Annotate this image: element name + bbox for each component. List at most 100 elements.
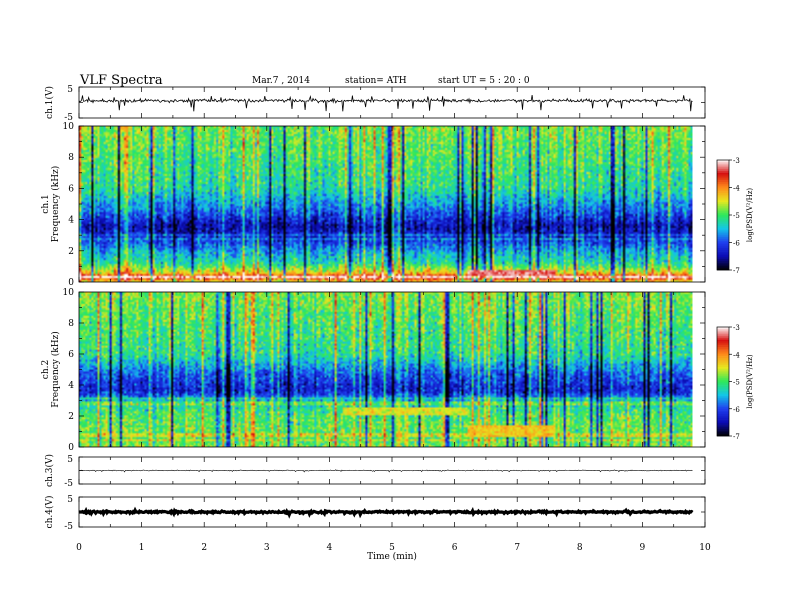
y-axis-label: ch.2Frequency (kHz)	[41, 331, 61, 408]
y-tick-label: 5	[67, 85, 73, 95]
colorbar-swatch	[717, 386, 729, 390]
colorbar-swatch	[717, 196, 729, 199]
colorbar-swatch	[717, 361, 729, 364]
colorbar-swatch	[717, 434, 729, 437]
colorbar-swatch	[717, 425, 729, 428]
ch2-spectrogram-image	[79, 292, 693, 447]
colorbar-swatch	[717, 339, 729, 342]
colorbar-swatch	[717, 381, 729, 384]
colorbar-swatch	[717, 259, 729, 262]
ch1-waveform-trace	[78, 94, 693, 112]
colorbar-swatch	[717, 366, 729, 370]
colorbar-swatch	[717, 171, 729, 174]
colorbar-swatch	[717, 392, 729, 395]
y-tick-label: 5	[67, 455, 73, 465]
colorbar-swatch	[717, 257, 729, 260]
colorbar-swatch	[717, 215, 729, 218]
colorbar-swatch	[717, 237, 729, 240]
colorbar-swatch	[717, 399, 729, 402]
y-tick-label: 0	[68, 443, 74, 453]
colorbar-swatch	[717, 251, 729, 254]
colorbar-swatch	[717, 160, 729, 163]
colorbar-swatch	[717, 242, 729, 245]
colorbar-swatch	[717, 408, 729, 411]
colorbar-swatch	[717, 337, 729, 341]
colorbar-swatch	[717, 332, 729, 335]
y-tick-label: 8	[68, 153, 74, 163]
colorbar-swatch	[717, 428, 729, 431]
date-label: Mar.7 , 2014	[252, 76, 310, 86]
colorbar-swatch	[717, 356, 729, 359]
colorbar-swatch	[717, 412, 729, 415]
colorbar-swatch	[717, 165, 729, 168]
colorbar-swatch	[717, 202, 729, 205]
colorbar-swatch	[717, 370, 729, 373]
y-tick-label: 8	[68, 319, 74, 329]
colorbar-swatch	[717, 346, 729, 350]
colorbar-swatch	[717, 233, 729, 236]
colorbar-swatch	[717, 209, 729, 212]
colorbar-swatch	[717, 359, 729, 362]
x-tick-label: 4	[327, 543, 333, 553]
colorbar-swatch	[717, 421, 729, 424]
colorbar-swatch	[717, 178, 729, 181]
colorbar-tick-label: -4	[733, 185, 740, 193]
colorbar-swatch	[717, 187, 729, 190]
colorbar-label: log(PSD(V²/Hz)	[746, 354, 754, 409]
colorbar-swatch	[717, 334, 729, 337]
colorbar-swatch	[717, 365, 729, 368]
colorbar-swatch	[717, 264, 729, 267]
colorbar-swatch	[717, 328, 729, 331]
x-axis-label: Time (min)	[367, 551, 417, 562]
colorbar-swatch	[717, 249, 729, 252]
colorbar-tick-label: -7	[733, 267, 740, 275]
colorbar-swatch	[717, 417, 729, 420]
colorbar-swatch	[717, 419, 729, 422]
y-axis-label: ch.1(V)	[44, 86, 55, 119]
colorbar-swatch	[717, 176, 729, 179]
colorbar-swatch	[717, 345, 729, 348]
colorbar-swatch	[717, 410, 729, 413]
x-tick-label: 9	[640, 543, 646, 553]
colorbar-swatch	[717, 216, 729, 219]
colorbar-swatch	[717, 414, 729, 417]
colorbar-swatch	[717, 376, 729, 379]
colorbar-swatch	[717, 260, 729, 263]
colorbar-swatch	[717, 189, 729, 192]
y-tick-label: 2	[68, 247, 74, 257]
colorbar-swatch	[717, 185, 729, 188]
colorbar-swatch	[717, 207, 729, 210]
colorbar-swatch	[717, 390, 729, 393]
waveform-layer	[78, 94, 694, 519]
ch1-spectrogram-image	[79, 126, 693, 282]
colorbar-swatch	[717, 163, 729, 166]
colorbar-swatch	[717, 354, 729, 357]
colorbar-swatch	[717, 182, 729, 185]
colorbar-tick-label: -7	[733, 433, 740, 441]
colorbar-swatch	[717, 200, 729, 203]
colorbar-swatch	[717, 174, 729, 177]
colorbar-swatch	[717, 222, 729, 225]
colorbar-tick-label: -6	[733, 406, 740, 414]
colorbar-swatch	[717, 161, 729, 164]
colorbar-swatch	[717, 432, 729, 435]
colorbar-swatch	[717, 205, 729, 208]
colorbar-swatch	[717, 394, 729, 397]
x-tick-label: 10	[699, 543, 711, 553]
colorbar-swatch	[717, 426, 729, 430]
colorbar-swatch	[717, 227, 729, 230]
colorbar-swatch	[717, 388, 729, 391]
colorbar-label: log(PSD(V²/Hz)	[746, 188, 754, 243]
colorbar-swatch	[717, 255, 729, 258]
y-tick-label: 6	[68, 184, 74, 194]
colorbar-swatch	[717, 374, 729, 377]
ch3-waveform-trace	[79, 469, 693, 473]
x-tick-label: 8	[577, 543, 583, 553]
colorbar-swatch	[717, 266, 729, 269]
y-tick-label: 0	[68, 278, 74, 288]
colorbar-swatch	[717, 350, 729, 353]
colorbar-swatch	[717, 372, 729, 375]
colorbar-swatch	[717, 403, 729, 406]
